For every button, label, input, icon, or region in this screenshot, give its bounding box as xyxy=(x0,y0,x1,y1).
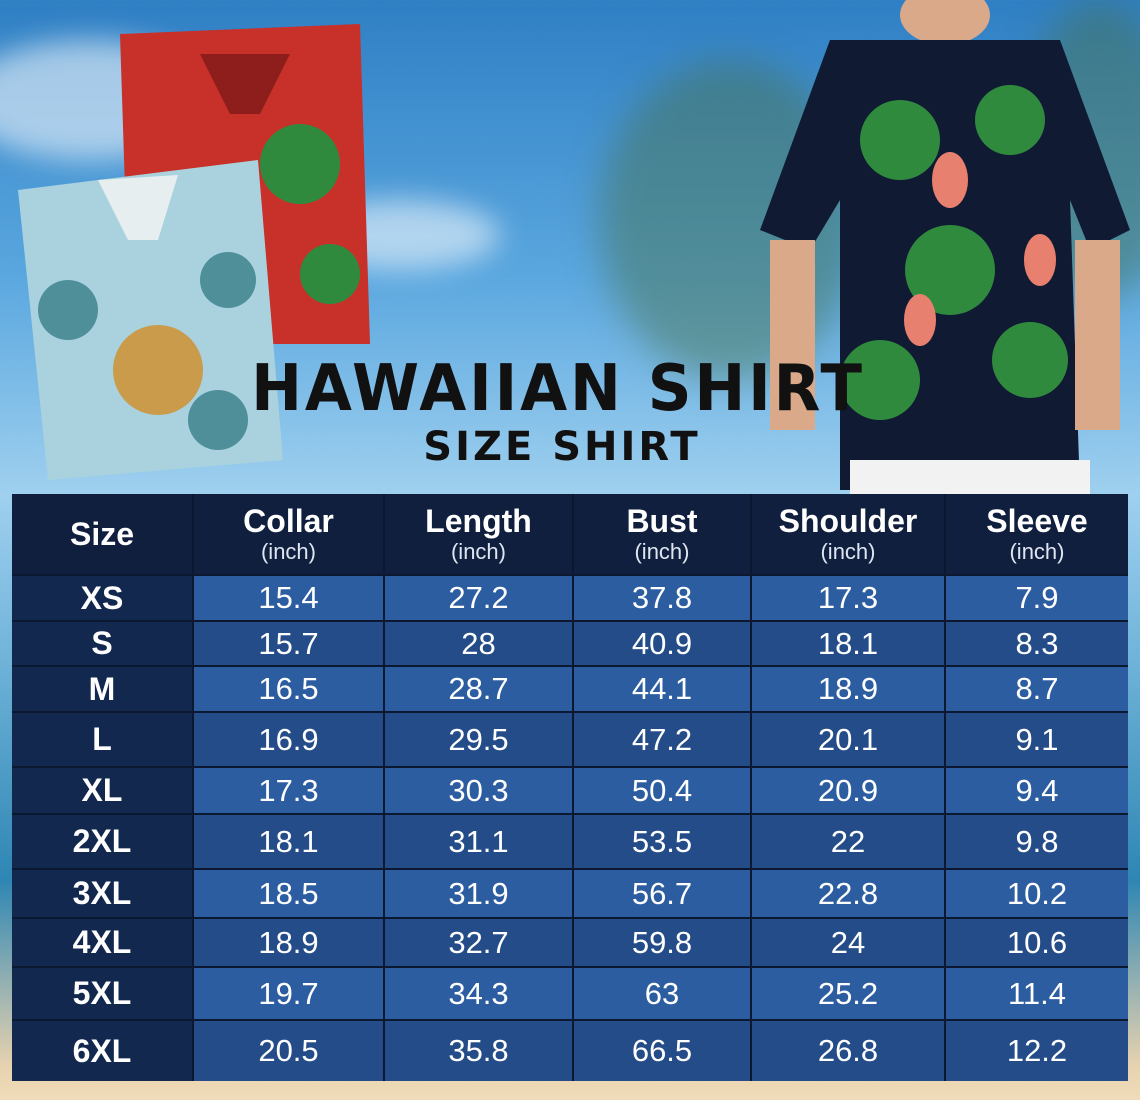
size-label-cell: 4XL xyxy=(12,919,192,966)
measurement-cell-bust: 40.9 xyxy=(574,622,750,665)
measurement-cell-length: 31.9 xyxy=(385,870,572,917)
measurement-cell-shoulder: 24 xyxy=(752,919,944,966)
measurement-cell-collar: 18.1 xyxy=(194,815,383,868)
measurement-cell-shoulder: 22 xyxy=(752,815,944,868)
column-header-collar: Collar (inch) xyxy=(194,494,383,574)
page-title: HAWAIIAN SHIRT xyxy=(251,352,865,426)
measurement-cell-bust: 53.5 xyxy=(574,815,750,868)
size-chart-table: Size Collar (inch) Length (inch) Bust (inch) Sh… xyxy=(12,494,1128,1081)
measurement-cell-bust: 66.5 xyxy=(574,1021,750,1081)
column-header-sleeve: Sleeve (inch) xyxy=(946,494,1128,574)
measurement-cell-bust: 63 xyxy=(574,968,750,1019)
folded-blue-shirt-image xyxy=(18,160,283,480)
size-label-cell: XL xyxy=(12,768,192,813)
measurement-cell-length: 27.2 xyxy=(385,576,572,620)
column-header-bust: Bust (inch) xyxy=(574,494,750,574)
column-header-unit: (inch) xyxy=(634,539,690,564)
measurement-cell-sleeve: 12.2 xyxy=(946,1021,1128,1081)
measurement-cell-shoulder: 18.1 xyxy=(752,622,944,665)
size-label-cell: L xyxy=(12,713,192,766)
measurement-cell-shoulder: 17.3 xyxy=(752,576,944,620)
measurement-cell-collar: 15.4 xyxy=(194,576,383,620)
measurement-cell-collar: 16.5 xyxy=(194,667,383,711)
column-header-label: Shoulder xyxy=(778,503,918,539)
measurement-cell-shoulder: 18.9 xyxy=(752,667,944,711)
column-header-label: Size xyxy=(69,516,135,552)
measurement-cell-length: 29.5 xyxy=(385,713,572,766)
size-label-cell: M xyxy=(12,667,192,711)
measurement-cell-collar: 20.5 xyxy=(194,1021,383,1081)
measurement-cell-bust: 44.1 xyxy=(574,667,750,711)
column-header-label: Length xyxy=(425,503,532,539)
measurement-cell-sleeve: 11.4 xyxy=(946,968,1128,1019)
size-label-cell: S xyxy=(12,622,192,665)
measurement-cell-collar: 17.3 xyxy=(194,768,383,813)
measurement-cell-shoulder: 20.9 xyxy=(752,768,944,813)
measurement-cell-length: 34.3 xyxy=(385,968,572,1019)
column-header-size: Size xyxy=(12,494,192,574)
column-header-unit: (inch) xyxy=(820,539,876,564)
measurement-cell-sleeve: 10.2 xyxy=(946,870,1128,917)
measurement-cell-collar: 16.9 xyxy=(194,713,383,766)
column-header-label: Sleeve xyxy=(986,503,1088,539)
column-header-length: Length (inch) xyxy=(385,494,572,574)
measurement-cell-length: 32.7 xyxy=(385,919,572,966)
measurement-cell-collar: 18.9 xyxy=(194,919,383,966)
size-label-cell: 5XL xyxy=(12,968,192,1019)
size-label-cell: XS xyxy=(12,576,192,620)
measurement-cell-shoulder: 22.8 xyxy=(752,870,944,917)
size-label-cell: 3XL xyxy=(12,870,192,917)
page-subtitle: SIZE SHIRT xyxy=(423,424,701,470)
column-header-label: Bust xyxy=(626,503,698,539)
size-label-cell: 2XL xyxy=(12,815,192,868)
measurement-cell-shoulder: 25.2 xyxy=(752,968,944,1019)
measurement-cell-bust: 47.2 xyxy=(574,713,750,766)
measurement-cell-length: 28 xyxy=(385,622,572,665)
measurement-cell-shoulder: 26.8 xyxy=(752,1021,944,1081)
measurement-cell-sleeve: 7.9 xyxy=(946,576,1128,620)
measurement-cell-sleeve: 9.4 xyxy=(946,768,1128,813)
measurement-cell-collar: 18.5 xyxy=(194,870,383,917)
column-header-label: Collar xyxy=(243,503,334,539)
measurement-cell-collar: 15.7 xyxy=(194,622,383,665)
measurement-cell-bust: 37.8 xyxy=(574,576,750,620)
measurement-cell-sleeve: 9.1 xyxy=(946,713,1128,766)
column-header-shoulder: Shoulder (inch) xyxy=(752,494,944,574)
column-header-unit: (inch) xyxy=(450,539,506,564)
measurement-cell-bust: 56.7 xyxy=(574,870,750,917)
measurement-cell-length: 30.3 xyxy=(385,768,572,813)
measurement-cell-length: 31.1 xyxy=(385,815,572,868)
measurement-cell-bust: 59.8 xyxy=(574,919,750,966)
column-header-unit: (inch) xyxy=(260,539,316,564)
measurement-cell-sleeve: 8.7 xyxy=(946,667,1128,711)
measurement-cell-length: 28.7 xyxy=(385,667,572,711)
measurement-cell-collar: 19.7 xyxy=(194,968,383,1019)
measurement-cell-sleeve: 8.3 xyxy=(946,622,1128,665)
measurement-cell-length: 35.8 xyxy=(385,1021,572,1081)
measurement-cell-sleeve: 9.8 xyxy=(946,815,1128,868)
measurement-cell-shoulder: 20.1 xyxy=(752,713,944,766)
measurement-cell-bust: 50.4 xyxy=(574,768,750,813)
measurement-cell-sleeve: 10.6 xyxy=(946,919,1128,966)
column-header-unit: (inch) xyxy=(1009,539,1065,564)
model-flamingo-shirt-image xyxy=(760,0,1130,495)
size-label-cell: 6XL xyxy=(12,1021,192,1081)
